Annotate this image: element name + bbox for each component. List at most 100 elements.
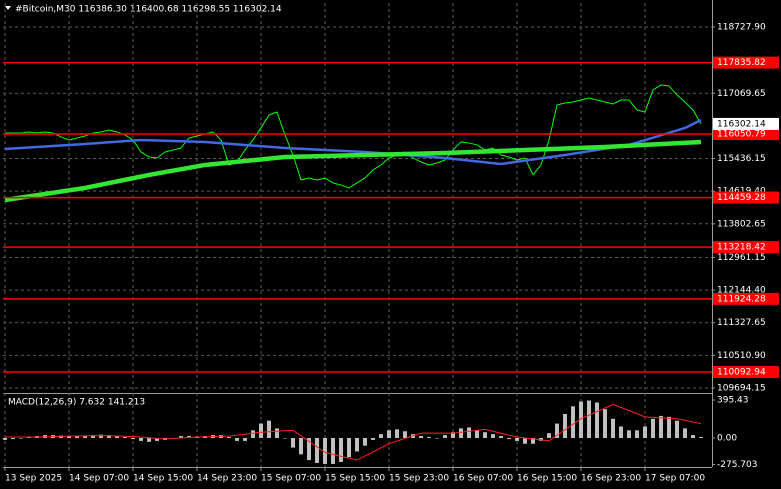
macd-bar	[555, 423, 559, 438]
macd-bar	[515, 437, 519, 441]
macd-bar	[659, 415, 663, 438]
macd-bar	[267, 420, 271, 438]
macd-bar	[307, 437, 311, 461]
macd-bar	[651, 418, 655, 438]
macd-bar	[547, 433, 551, 438]
macd-bar	[115, 436, 119, 438]
macd-bar	[315, 437, 319, 463]
series-line	[4, 139, 702, 203]
y-tick-label: 0.00	[717, 433, 737, 443]
x-tick-label: 16 Sep 23:00	[581, 474, 641, 484]
macd-bar	[475, 430, 479, 438]
level-label-box	[713, 127, 779, 140]
macd-bar	[91, 435, 95, 438]
macd-bar	[579, 401, 583, 438]
macd-bar	[435, 437, 439, 439]
macd-bar	[299, 437, 303, 455]
macd-bar	[611, 418, 615, 438]
macd-bar	[635, 430, 639, 438]
x-tick-label: 14 Sep 23:00	[197, 474, 257, 484]
last-price-label: 116302.14	[717, 119, 766, 129]
macd-bar	[587, 400, 591, 438]
y-tick-label: 109694.15	[717, 383, 766, 393]
macd-bar	[75, 436, 79, 438]
macd-bar	[291, 437, 295, 448]
macd-bar	[675, 420, 679, 438]
macd-bar	[683, 428, 687, 438]
y-tick-label: 115436.15	[717, 154, 766, 164]
x-tick-label: 15 Sep 07:00	[261, 474, 321, 484]
macd-bar	[243, 437, 247, 441]
macd-bar	[563, 413, 567, 438]
macd-bar	[507, 437, 511, 439]
macd-bar	[627, 430, 631, 438]
macd-bar	[331, 437, 335, 464]
macd-bar	[379, 434, 383, 438]
level-label-box	[713, 292, 779, 305]
macd-bar	[395, 429, 399, 438]
y-tick-label: 112961.15	[717, 253, 766, 263]
x-tick-label: 13 Sep 2025	[5, 474, 62, 484]
level-label: 110092.94	[717, 368, 766, 378]
x-tick-label: 16 Sep 07:00	[453, 474, 513, 484]
level-label: 114459.28	[717, 193, 766, 203]
macd-bar	[83, 436, 87, 438]
macd-bar	[387, 430, 391, 438]
macd-bar	[667, 416, 671, 438]
macd-bar	[227, 437, 231, 438]
macd-bar	[691, 435, 695, 438]
x-tick-label: 15 Sep 23:00	[389, 474, 449, 484]
x-tick-label: 16 Sep 15:00	[517, 474, 577, 484]
macd-bar	[531, 437, 535, 444]
macd-bar	[595, 402, 599, 438]
chart-title: #Bitcoin,M30 116386.30 116400.68 116298.…	[15, 5, 282, 15]
macd-bar	[67, 436, 71, 438]
macd-bar	[403, 431, 407, 438]
level-label: 111924.28	[717, 294, 766, 304]
macd-title: MACD(12,26,9) 7.632 141.213	[8, 398, 145, 408]
y-tick-label: 113802.65	[717, 219, 766, 229]
x-tick-label: 17 Sep 07:00	[645, 474, 705, 484]
macd-bar	[523, 437, 527, 444]
macd-bar	[355, 437, 359, 452]
y-tick-label: 112144.40	[717, 286, 766, 296]
macd-bar	[275, 428, 279, 438]
macd-bar	[147, 437, 151, 442]
y-tick-label: -275.703	[717, 460, 757, 470]
macd-bar	[339, 437, 343, 463]
macd-bar	[699, 437, 703, 438]
x-tick-label: 14 Sep 07:00	[69, 474, 129, 484]
macd-bar	[643, 426, 647, 438]
macd-bar	[3, 437, 7, 440]
macd-bar	[251, 430, 255, 438]
macd-bar	[451, 432, 455, 438]
macd-bar	[131, 437, 135, 439]
macd-bar	[603, 409, 607, 438]
series-line	[5, 403, 702, 461]
macd-bar	[155, 437, 159, 441]
y-tick-label: 110510.90	[717, 351, 766, 361]
macd-bar	[259, 423, 263, 438]
macd-bar	[323, 437, 327, 464]
macd-bar	[371, 437, 375, 440]
macd-bar	[11, 437, 15, 439]
macd-bar	[123, 437, 127, 438]
macd-bar	[619, 426, 623, 438]
macd-bar	[139, 437, 143, 441]
macd-bar	[459, 428, 463, 438]
macd-bar	[571, 406, 575, 438]
level-label-box	[713, 191, 779, 204]
level-label-box	[713, 366, 779, 379]
macd-bar	[467, 427, 471, 438]
y-tick-label: 111327.65	[717, 318, 766, 328]
macd-bar	[19, 437, 23, 439]
macd-bar	[443, 435, 447, 438]
y-tick-label: 118727.90	[717, 22, 766, 32]
y-tick-label: 395.43	[717, 396, 749, 406]
macd-bar	[107, 435, 111, 438]
menu-arrow[interactable]	[5, 6, 11, 10]
level-label-box	[713, 56, 779, 69]
